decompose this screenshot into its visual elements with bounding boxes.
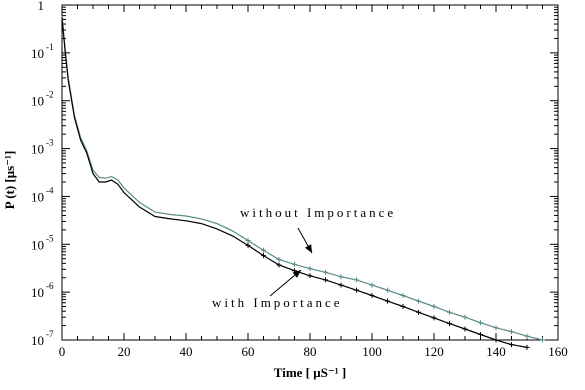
plot-frame bbox=[61, 4, 559, 341]
series-point-without-importance bbox=[447, 309, 452, 315]
y-tick-exponent: -1 bbox=[46, 42, 54, 52]
series-point-with-importance bbox=[323, 277, 328, 283]
series-point-with-importance bbox=[524, 344, 530, 350]
series-point-without-importance bbox=[338, 274, 344, 280]
ticks-layer: 0 20 40 60 80 100 120 140 160110-110-210-310-410… bbox=[31, 0, 568, 359]
series-point-without-importance bbox=[369, 282, 375, 288]
series-point-with-importance bbox=[462, 326, 468, 332]
x-tick-label: 20 bbox=[118, 344, 131, 359]
series-point-without-importance bbox=[354, 277, 359, 283]
series-point-without-importance bbox=[540, 337, 545, 343]
series-point-without-importance bbox=[493, 325, 499, 331]
series-point-with-importance bbox=[276, 262, 282, 268]
y-tick-exponent: -2 bbox=[46, 90, 54, 100]
y-tick-label: 10 bbox=[31, 237, 44, 252]
y-tick-exponent: -4 bbox=[46, 185, 54, 195]
y-tick-label: 10 bbox=[31, 46, 44, 61]
x-tick-label: 120 bbox=[424, 344, 444, 359]
y-tick-label: 10 bbox=[31, 285, 44, 300]
series-point-without-importance bbox=[276, 257, 282, 263]
y-tick-label: 10 bbox=[31, 333, 44, 348]
series-point-with-importance bbox=[416, 309, 421, 315]
annotation-layer: without Importance with Importance bbox=[212, 205, 396, 310]
series-line-with-importance bbox=[61, 17, 528, 348]
series-point-with-importance bbox=[385, 298, 390, 304]
series-point-without-importance bbox=[323, 269, 328, 275]
series-point-with-importance bbox=[509, 342, 514, 348]
series-point-without-importance bbox=[292, 261, 297, 267]
annotation-arrowhead-without-importance bbox=[305, 244, 312, 253]
series-point-with-importance bbox=[447, 321, 452, 327]
series-point-with-importance bbox=[431, 315, 437, 321]
series-point-without-importance bbox=[307, 266, 313, 272]
series-point-with-importance bbox=[338, 282, 344, 288]
series-point-without-importance bbox=[509, 329, 514, 335]
series-layer bbox=[61, 15, 545, 350]
series-line-without-importance bbox=[61, 15, 543, 341]
series-point-with-importance bbox=[400, 304, 406, 310]
annotation-label-without-importance: without Importance bbox=[240, 205, 396, 220]
series-point-with-importance bbox=[369, 293, 375, 299]
x-axis-title: Time [ μS⁻¹ ] bbox=[274, 365, 346, 380]
x-tick-label: 160 bbox=[548, 344, 568, 359]
x-tick-label: 80 bbox=[304, 344, 317, 359]
series-point-without-importance bbox=[524, 333, 530, 339]
x-tick-label: 40 bbox=[180, 344, 193, 359]
annotation-arrowhead-with-importance bbox=[292, 270, 301, 278]
series-point-without-importance bbox=[261, 247, 266, 253]
series-point-without-importance bbox=[462, 314, 468, 320]
y-tick-exponent: -3 bbox=[46, 138, 54, 148]
y-tick-label: 10 bbox=[31, 189, 44, 204]
series-point-with-importance bbox=[261, 253, 266, 259]
series-point-with-importance bbox=[354, 287, 359, 293]
series-point-without-importance bbox=[385, 287, 390, 293]
y-tick-label: 1 bbox=[38, 0, 45, 13]
series-point-with-importance bbox=[245, 242, 251, 248]
x-tick-label: 60 bbox=[242, 344, 255, 359]
y-tick-exponent: -5 bbox=[46, 233, 54, 243]
y-tick-label: 10 bbox=[31, 142, 44, 157]
series-point-with-importance bbox=[478, 332, 483, 338]
y-tick-label: 10 bbox=[31, 94, 44, 109]
series-point-with-importance bbox=[493, 337, 499, 343]
series-point-without-importance bbox=[416, 298, 421, 304]
y-tick-exponent: -6 bbox=[46, 281, 54, 291]
x-tick-label: 100 bbox=[362, 344, 382, 359]
series-point-without-importance bbox=[245, 237, 251, 243]
annotation-label-with-importance: with Importance bbox=[212, 295, 343, 310]
series-point-with-importance bbox=[307, 273, 313, 279]
x-tick-label: 140 bbox=[486, 344, 506, 359]
series-point-without-importance bbox=[431, 304, 437, 310]
series-point-without-importance bbox=[400, 293, 406, 299]
x-tick-label: 0 bbox=[59, 344, 66, 359]
series-point-without-importance bbox=[478, 320, 483, 326]
y-axis-title: P (t) [μs⁻¹] bbox=[2, 151, 17, 210]
y-tick-exponent: -7 bbox=[46, 329, 54, 339]
